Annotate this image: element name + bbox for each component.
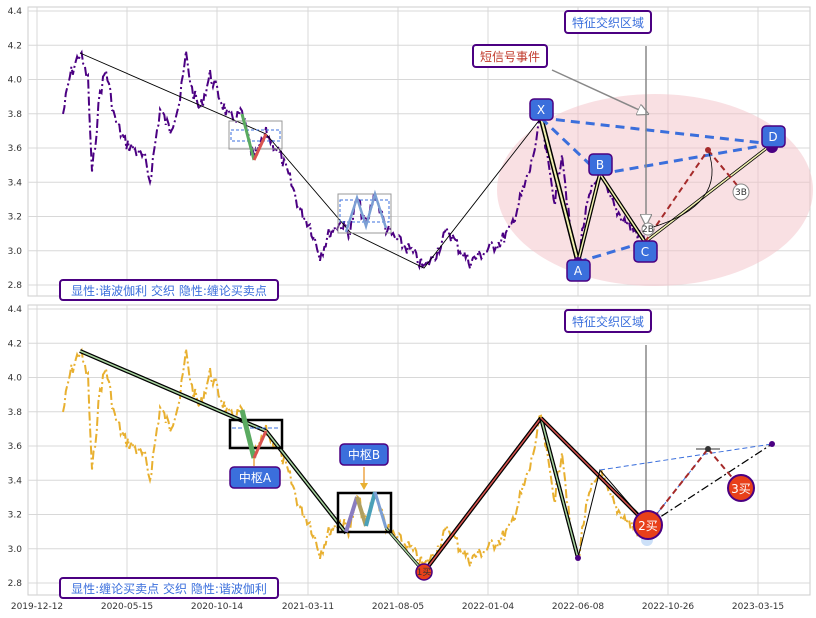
top-y-axis: 2.8 3.0 3.2 3.4 3.6 3.8 4.0 4.2 4.4	[8, 7, 23, 291]
y-tick-label: 3.8	[8, 110, 23, 120]
y-tick-label: 3.4	[8, 178, 23, 188]
svg-text:特征交织区域: 特征交织区域	[572, 15, 644, 30]
y-tick-label: 3.0	[8, 545, 23, 555]
x-tick-label: 2022-10-26	[642, 602, 695, 612]
bottom-pivot-b-strokes-2	[355, 496, 368, 527]
svg-text:2买: 2买	[638, 519, 658, 533]
y-tick-label: 4.2	[8, 41, 22, 51]
top-interweave-zone	[497, 94, 813, 286]
bottom-price-series	[62, 347, 646, 569]
x-tick-label: 2021-03-11	[282, 602, 334, 612]
bottom-y-axis: 2.8 3.0 3.2 3.4 3.6 3.8 4.0 4.2 4.4	[8, 305, 23, 589]
svg-text:C: C	[641, 245, 649, 259]
y-tick-label: 2.8	[8, 579, 23, 589]
bottom-pivot-b-label: 中枢B	[339, 443, 389, 466]
bottom-buy-point-2: 2买	[633, 510, 663, 546]
svg-text:中枢A: 中枢A	[239, 470, 272, 485]
top-pivot-a-strokes-2	[252, 133, 268, 161]
bottom-grid	[28, 305, 810, 595]
y-tick-label: 4.4	[8, 7, 23, 17]
y-tick-label: 3.4	[8, 476, 23, 486]
x-tick-label: 2019-12-12	[11, 602, 63, 612]
bottom-corner-label-box: 显性:缠论买卖点 交织 隐性:谐波伽利	[59, 577, 279, 599]
svg-text:A: A	[574, 264, 583, 278]
svg-text:短信号事件: 短信号事件	[480, 50, 540, 64]
y-tick-label: 3.2	[8, 511, 22, 521]
top-pivot-box-a	[228, 120, 283, 150]
top-event-label-box: 短信号事件	[472, 44, 548, 68]
top-event-arrow	[551, 69, 648, 114]
bottom-pivot-box-a	[228, 418, 284, 450]
y-tick-label: 4.2	[8, 339, 22, 349]
svg-text:显性:谐波伽利 交织 隐性:缠论买卖点: 显性:谐波伽利 交织 隐性:缠论买卖点	[71, 283, 267, 298]
top-panel: 2.8 3.0 3.2 3.4 3.6 3.8 4.0 4.2 4.4	[8, 6, 813, 301]
bottom-pivot-a-strokes	[239, 409, 257, 459]
top-3b-marker	[732, 183, 750, 201]
x-tick-label: 2022-01-04	[462, 602, 515, 612]
x-tick-label: 2020-10-14	[191, 602, 244, 612]
top-point-a: A	[566, 259, 591, 282]
top-point-d: D	[761, 125, 786, 148]
svg-text:特征交织区域: 特征交织区域	[572, 314, 644, 329]
top-corner-label-box: 显性:谐波伽利 交织 隐性:缠论买卖点	[59, 279, 279, 301]
x-tick-label: 2022-06-08	[552, 602, 605, 612]
svg-text:中枢B: 中枢B	[348, 447, 380, 462]
svg-text:3买: 3买	[731, 482, 751, 496]
top-pivot-a-strokes	[240, 113, 256, 161]
x-tick-label: 2021-08-05	[372, 602, 424, 612]
top-pivot-box-b	[337, 193, 392, 234]
y-tick-label: 4.0	[8, 374, 23, 384]
bottom-buy-point-3: 3买	[727, 474, 755, 502]
y-tick-label: 2.8	[8, 281, 23, 291]
bottom-pivot-a-label: 中枢A	[229, 466, 281, 489]
bottom-plot-frame	[27, 304, 811, 596]
bottom-pivot-a-strokes-2	[252, 430, 268, 459]
top-zone-label-box: 特征交织区域	[564, 10, 652, 34]
x-tick-label: 2020-05-15	[101, 602, 153, 612]
top-point-c: C	[633, 240, 658, 263]
bottom-pivot-box-b	[336, 491, 393, 534]
y-tick-label: 3.0	[8, 247, 23, 257]
svg-text:1买: 1买	[417, 567, 432, 578]
top-2b-marker	[641, 222, 655, 236]
bottom-pivot-b-arrowhead	[360, 483, 368, 490]
bottom-panel: 2.8 3.0 3.2 3.4 3.6 3.8 4.0 4.2 4.4	[8, 304, 811, 599]
y-tick-label: 4.4	[8, 305, 23, 315]
y-tick-label: 3.2	[8, 213, 22, 223]
bottom-buy-point-1: 1买	[415, 563, 433, 581]
top-pivot-b-strokes	[344, 189, 388, 233]
svg-text:显性:缠论买卖点 交织 隐性:谐波伽利: 显性:缠论买卖点 交织 隐性:谐波伽利	[71, 581, 267, 596]
y-tick-label: 4.0	[8, 76, 23, 86]
bottom-bi-strokes	[79, 349, 775, 574]
x-axis: 2019-12-12 2020-05-15 2020-10-14 2021-03-11…	[11, 602, 784, 612]
svg-text:D: D	[768, 130, 777, 144]
bottom-pivot-b-strokes-3	[364, 491, 377, 527]
x-tick-label: 2023-03-15	[732, 602, 784, 612]
top-point-b: B	[588, 153, 613, 176]
y-tick-label: 3.8	[8, 408, 23, 418]
top-2b-label: 2B	[642, 225, 654, 235]
bottom-zone-label-box: 特征交织区域	[564, 309, 652, 333]
bottom-pivot-b-strokes	[344, 496, 359, 533]
top-price-series	[62, 49, 646, 271]
top-3b-label: 3B	[735, 188, 747, 198]
svg-text:B: B	[596, 158, 604, 172]
svg-text:X: X	[537, 103, 545, 117]
bottom-pivot-b-strokes-4	[373, 491, 388, 529]
y-tick-label: 3.6	[8, 442, 23, 452]
y-tick-label: 3.6	[8, 144, 23, 154]
top-point-x: X	[529, 98, 554, 121]
